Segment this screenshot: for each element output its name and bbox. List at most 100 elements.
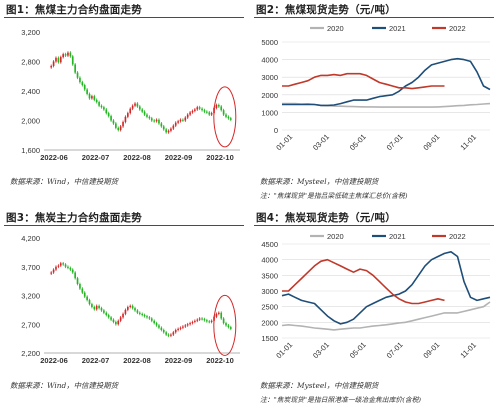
candle-body <box>119 317 122 321</box>
candle-body <box>95 99 98 103</box>
candle-body <box>112 120 115 124</box>
line-chart: 0 1000 2000 3000 4000 5000 01-01 03-01 05-01 07-0… <box>261 24 491 152</box>
x-tick-label: 2022-06 <box>40 356 68 365</box>
chart-title: 图2：焦煤现货走势（元/吨） <box>256 4 396 16</box>
candle-body <box>74 64 76 73</box>
title-divider <box>4 225 244 226</box>
candle-body <box>146 316 148 318</box>
panel-coke-spot: 图4：焦炭现货走势（元/吨） 1500 2000 2500 3000 3500 4000 4… <box>250 208 500 415</box>
candle-body <box>220 312 223 319</box>
candle-body <box>172 332 175 335</box>
candle-body <box>208 321 211 323</box>
candle-body <box>93 307 96 310</box>
y-tick-label: 0 <box>274 126 278 135</box>
y-tick-label: 4,200 <box>21 234 40 243</box>
candle-body <box>160 123 163 127</box>
x-tick-label: 2022-09 <box>165 356 193 365</box>
candle-body <box>167 130 170 133</box>
y-tick-label: 1,600 <box>21 146 40 155</box>
candle-body <box>134 308 136 311</box>
x-tick-label: 2022-07 <box>82 153 110 162</box>
highlight-ellipse <box>213 294 237 356</box>
x-tick-label: 03-01 <box>311 132 331 152</box>
candle-body <box>83 85 86 90</box>
series-line-2022 <box>282 258 445 305</box>
data-source: 数据来源：Wind，中信建投期货 <box>10 177 119 186</box>
x-tick-label: 2022-06 <box>40 153 68 162</box>
candle-body <box>64 264 67 267</box>
x-tick-label: 2022-09 <box>165 153 193 162</box>
candle-body <box>179 327 182 329</box>
candle-body <box>203 110 206 112</box>
candle-body <box>122 121 124 127</box>
candlestick-chart: 2,200 2,700 3,200 3,700 4,200 2022-06 2022-07 2… <box>21 234 240 365</box>
candle-body <box>110 116 112 121</box>
candle-body <box>201 318 203 320</box>
chart-title: 图4：焦炭现货走势（元/吨） <box>256 212 396 224</box>
y-tick-label: 2,000 <box>21 117 40 126</box>
highlight-ellipse <box>213 86 237 148</box>
candle-body <box>138 106 141 110</box>
candle-body <box>158 325 160 328</box>
candle-body <box>206 320 208 322</box>
candle-body <box>191 110 194 113</box>
candle-body <box>189 323 191 325</box>
y-tick-label: 3000 <box>261 73 278 82</box>
candle-body <box>67 52 69 56</box>
candle-body <box>138 312 141 314</box>
x-tick-label: 03-01 <box>311 340 331 360</box>
candle-body <box>222 110 225 115</box>
y-tick-label: 5000 <box>261 38 278 47</box>
candle-body <box>222 318 225 324</box>
candle-body <box>69 267 72 270</box>
candle-body <box>191 321 194 324</box>
y-tick-label: 2,700 <box>21 320 40 329</box>
x-tick-label: 07-01 <box>385 340 405 360</box>
line-chart: 1500 2000 2500 3000 3500 4000 4500 01-01 03-01 05… <box>261 232 491 360</box>
candle-body <box>229 327 232 329</box>
candle-body <box>55 57 57 62</box>
candle-body <box>115 321 117 325</box>
candle-body <box>227 116 230 119</box>
x-tick-label: 11-01 <box>458 132 478 152</box>
candle-body <box>95 305 98 310</box>
series-line-2021 <box>281 250 491 325</box>
x-tick-label: 2022-10 <box>206 153 234 162</box>
candle-body <box>182 119 184 121</box>
candle-body <box>174 122 177 126</box>
candle-body <box>112 319 115 322</box>
y-tick-label: 3,200 <box>21 28 40 37</box>
candle-body <box>134 103 136 106</box>
candle-body <box>225 323 227 326</box>
candle-body <box>88 93 91 99</box>
candle-body <box>177 328 179 330</box>
candle-body <box>201 108 203 111</box>
candle-body <box>50 272 53 274</box>
y-tick-label: 2000 <box>261 318 278 327</box>
candlestick-chart: 1,600 2,000 2,400 2,800 3,200 2022-06 2022-07 2… <box>21 28 240 162</box>
candle-body <box>184 325 187 327</box>
y-tick-label: 2000 <box>261 91 278 100</box>
candle-body <box>155 119 158 122</box>
candle-body <box>103 310 105 313</box>
candle-body <box>141 109 144 112</box>
candle-body <box>203 319 206 321</box>
x-tick-label: 2022-07 <box>82 356 110 365</box>
candle-body <box>74 272 76 279</box>
candle-body <box>162 330 165 333</box>
candle-body <box>153 320 156 324</box>
y-tick-label: 1000 <box>261 108 278 117</box>
y-tick-label: 1500 <box>261 334 278 343</box>
candle-body <box>93 96 96 100</box>
candle-body <box>98 305 100 309</box>
candle-body <box>124 309 127 314</box>
candle-body <box>117 127 120 131</box>
candle-body <box>165 129 167 133</box>
x-tick-label: 2022-08 <box>123 356 151 365</box>
series-line-2020 <box>281 301 491 331</box>
candle-body <box>107 113 110 117</box>
candle-body <box>198 318 201 320</box>
candle-body <box>71 56 74 65</box>
candle-body <box>52 61 55 66</box>
candle-body <box>215 313 218 317</box>
